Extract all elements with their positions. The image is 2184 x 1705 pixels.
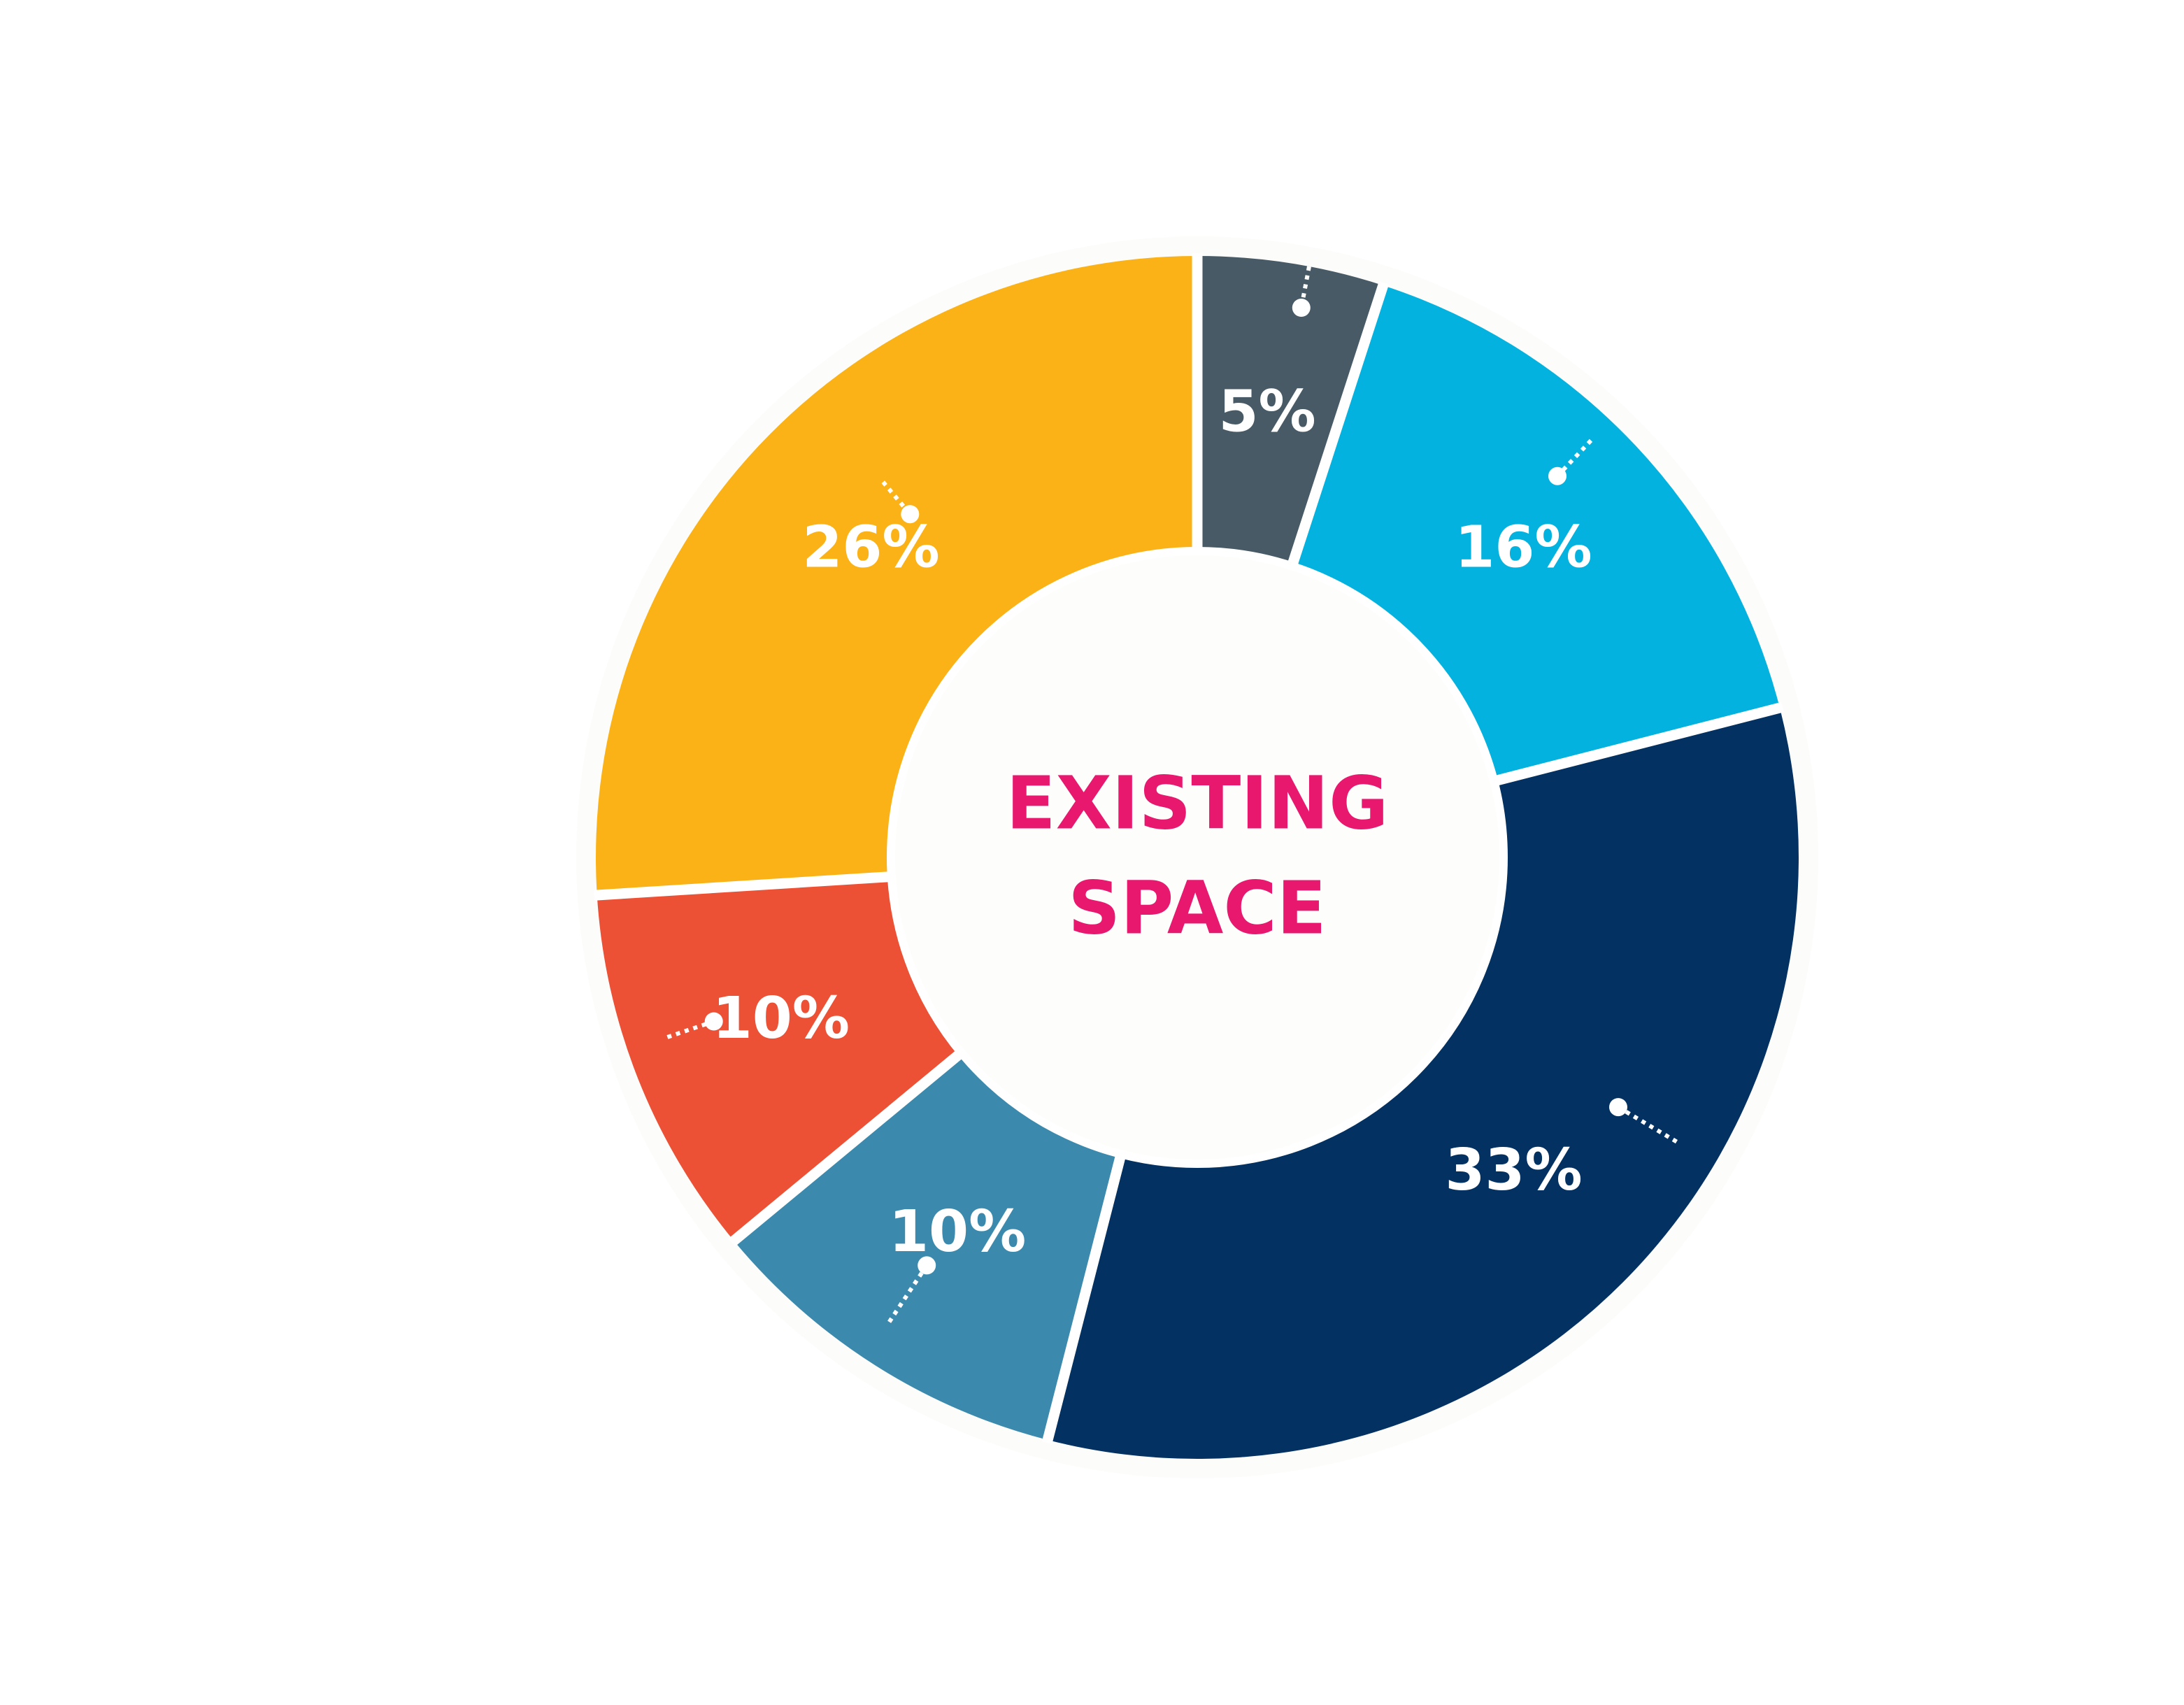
slice-label-6: 26%: [802, 514, 939, 580]
slice-label-3: 33%: [1445, 1137, 1582, 1204]
slice-label-2: 16%: [1455, 514, 1592, 580]
leader-line-6: [881, 480, 912, 516]
leader-line-3: [1617, 1105, 1680, 1145]
leader-dot-3: [1609, 1098, 1627, 1117]
leader-line-4: [886, 1264, 929, 1325]
slice-label-5: 10%: [713, 985, 850, 1052]
leader-dot-1: [1292, 299, 1311, 317]
slice-label-1: 5%: [1218, 378, 1315, 445]
leader-lines-group: [666, 266, 1680, 1325]
leader-line-1: [1299, 266, 1311, 308]
center-title-line-2: SPACE: [1068, 865, 1326, 950]
slice-label-4: 10%: [889, 1199, 1026, 1265]
center-title-line-1: EXISTING: [1006, 760, 1389, 846]
leader-dot-4: [918, 1256, 936, 1275]
leader-dot-6: [901, 505, 920, 524]
leader-dot-2: [1548, 466, 1566, 485]
slice-labels-group: 5% 16% 33% 10% 10% 26%: [713, 378, 1592, 1265]
donut-hole: [887, 547, 1508, 1168]
leader-dot-5: [704, 1012, 723, 1031]
